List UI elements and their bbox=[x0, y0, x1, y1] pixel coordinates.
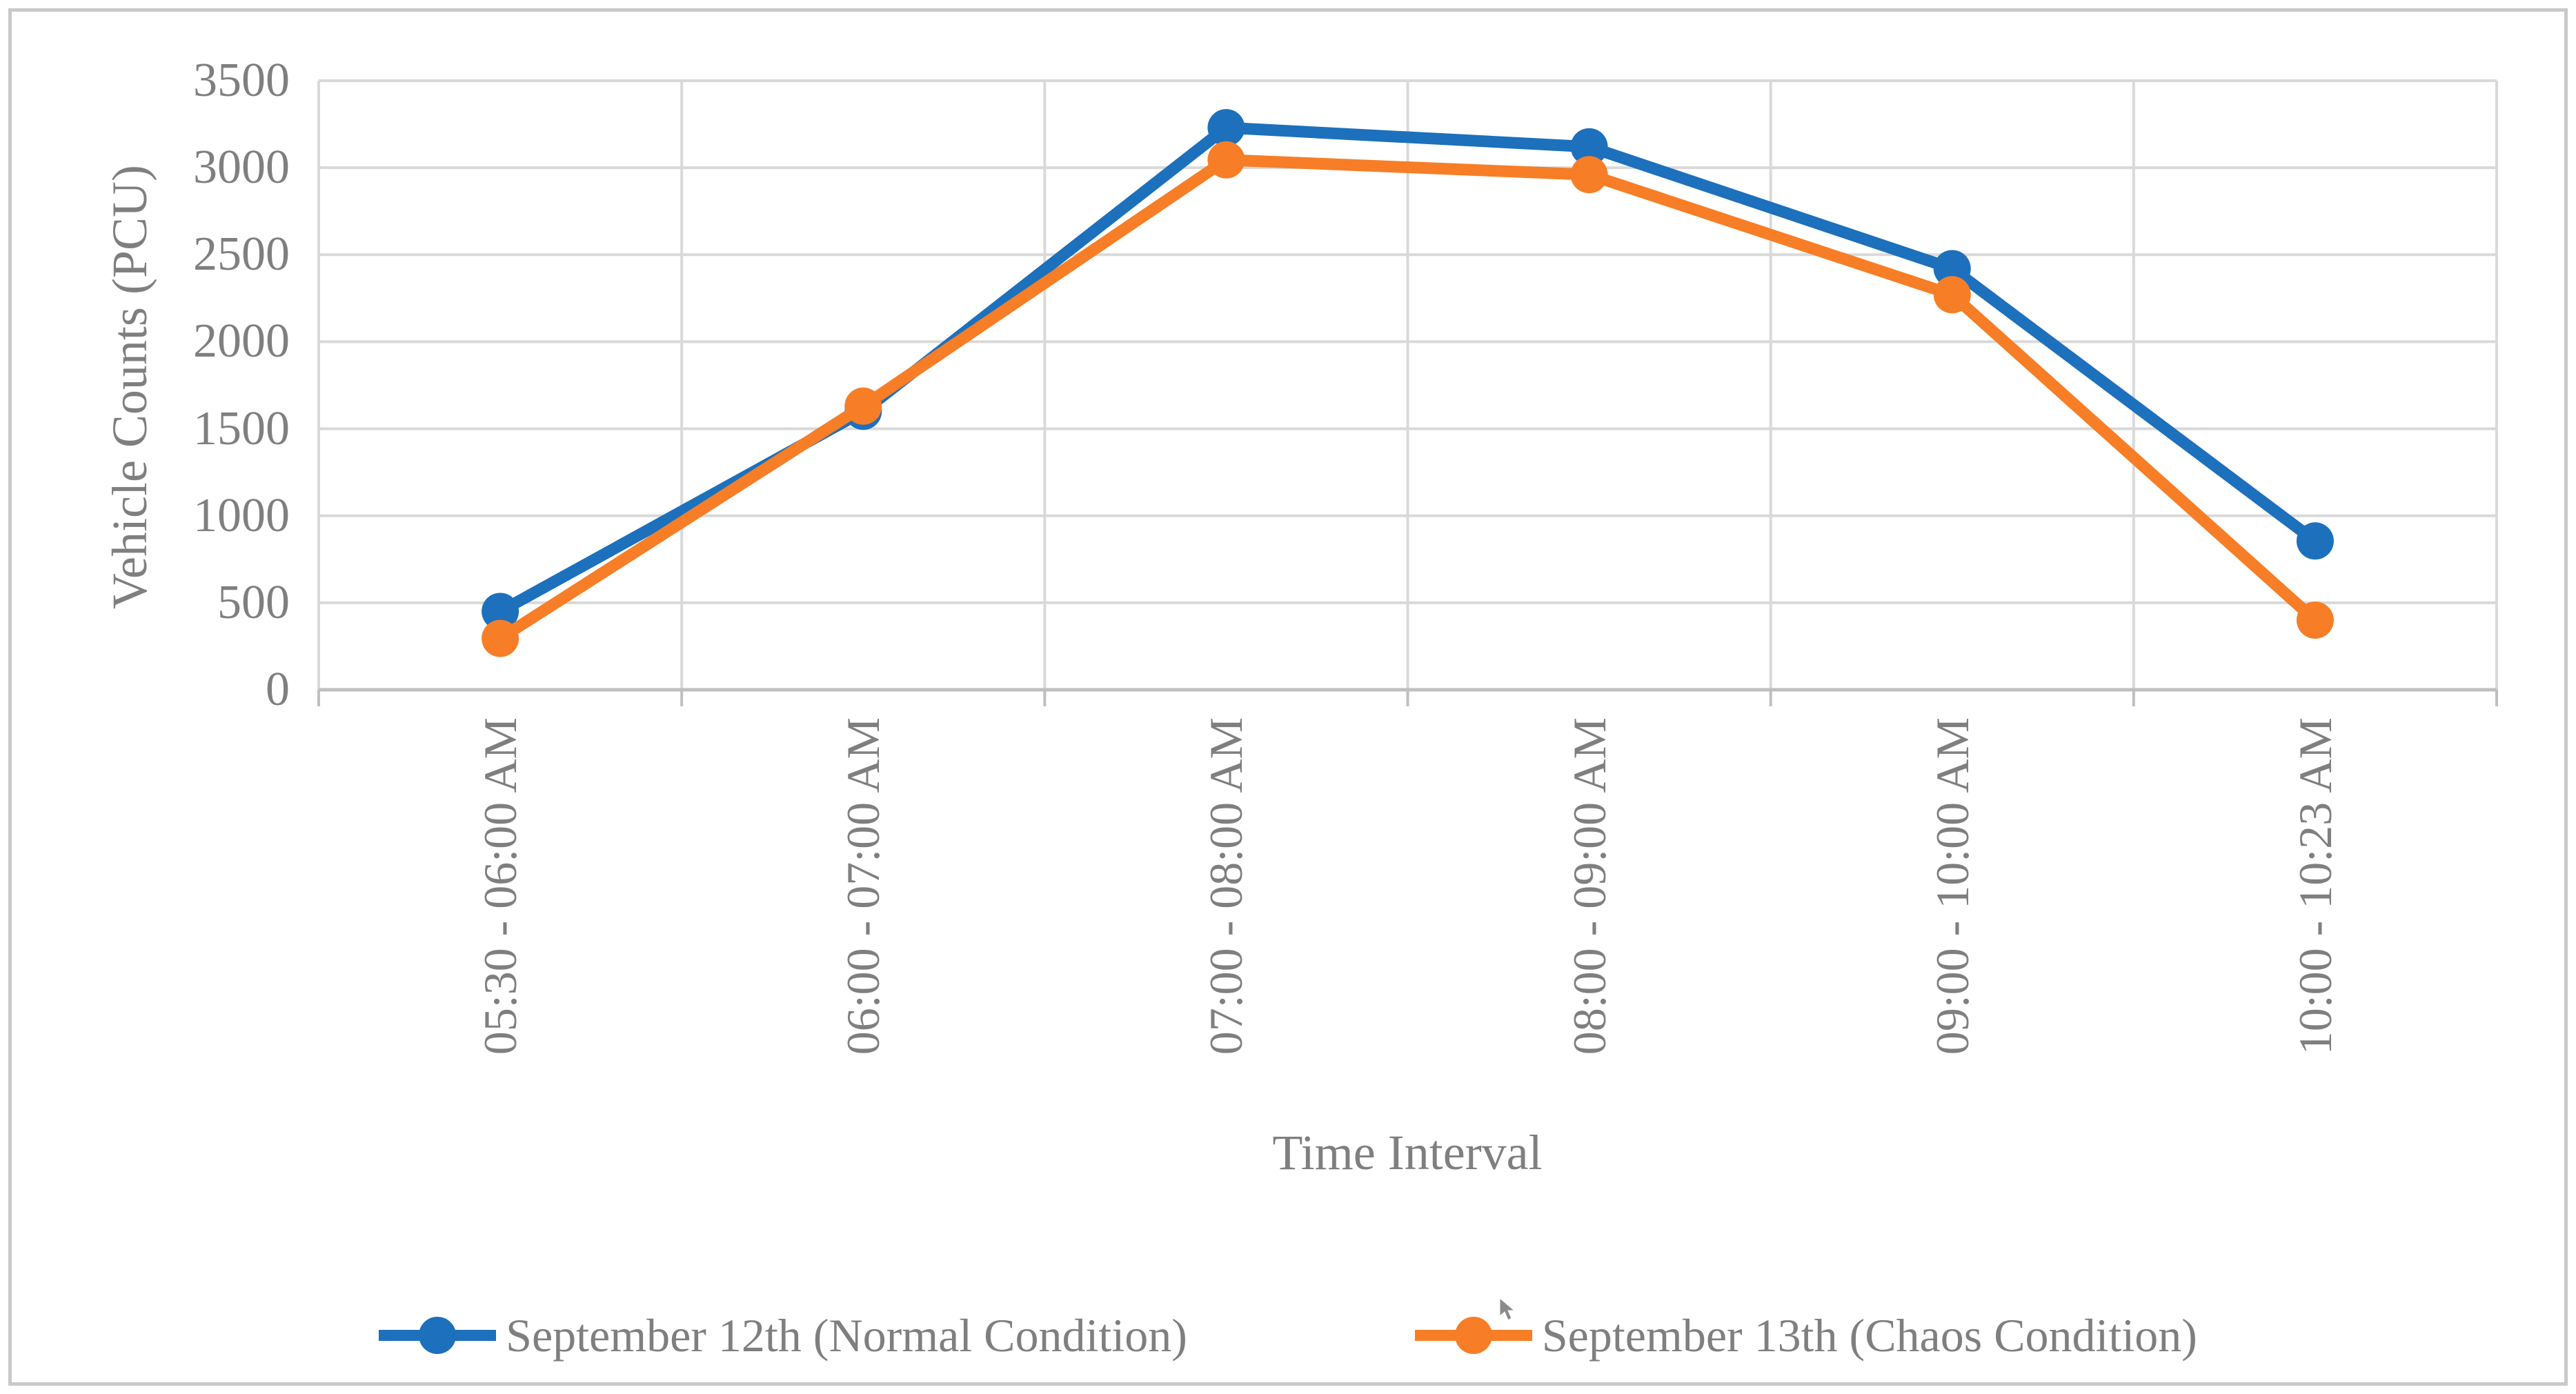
plot-svg bbox=[317, 79, 2498, 706]
data-point-marker bbox=[1933, 276, 1971, 314]
legend-label: September 13th (Chaos Condition) bbox=[1541, 1309, 2197, 1362]
y-tick-label: 2000 bbox=[193, 315, 290, 368]
data-point-marker bbox=[1570, 128, 1608, 166]
y-tick-label: 1000 bbox=[193, 488, 290, 542]
plot-area bbox=[317, 79, 2498, 706]
data-point-marker bbox=[2296, 522, 2334, 560]
data-point-marker bbox=[482, 619, 519, 657]
x-axis-title: Time Interval bbox=[1272, 1125, 1543, 1180]
y-axis-title: Vehicle Counts (PCU) bbox=[102, 165, 157, 609]
data-point-marker bbox=[1207, 109, 1245, 147]
legend-item-series-0: September 12th (Normal Condition) bbox=[379, 1302, 1187, 1368]
data-point-marker bbox=[1207, 141, 1245, 179]
data-point-marker bbox=[2296, 601, 2334, 639]
y-tick-label: 500 bbox=[217, 575, 290, 629]
data-point-marker bbox=[1570, 156, 1608, 194]
x-tick-label: 08:00 - 09:00 AM bbox=[1563, 717, 1616, 1055]
y-tick-label: 0 bbox=[266, 663, 290, 716]
x-tick-label: 07:00 - 08:00 AM bbox=[1200, 717, 1253, 1055]
mouse-cursor bbox=[1498, 1297, 1519, 1322]
x-tick-label: 09:00 - 10:00 AM bbox=[1925, 717, 1979, 1055]
series-line-1 bbox=[494, 154, 2321, 645]
y-tick-label: 3500 bbox=[193, 54, 290, 107]
legend-item-series-1: September 13th (Chaos Condition) bbox=[1414, 1302, 2197, 1368]
legend-line-marker-icon bbox=[1414, 1317, 1532, 1354]
y-tick-label: 1500 bbox=[193, 401, 290, 455]
x-tick-label: 10:00 - 10:23 AM bbox=[2288, 717, 2341, 1055]
legend-label: September 12th (Normal Condition) bbox=[506, 1309, 1187, 1362]
legend-line-marker-icon bbox=[379, 1317, 497, 1354]
x-tick-label: 05:30 - 06:00 AM bbox=[474, 717, 527, 1055]
data-point-marker bbox=[482, 593, 519, 630]
x-tick-label: 06:00 - 07:00 AM bbox=[837, 717, 890, 1055]
y-tick-label: 2500 bbox=[193, 228, 290, 281]
y-tick-label: 3000 bbox=[193, 141, 290, 195]
chart-legend: September 12th (Normal Condition) Septemb… bbox=[0, 1302, 2576, 1368]
data-point-marker bbox=[844, 387, 882, 425]
data-point-marker bbox=[1933, 250, 1971, 288]
